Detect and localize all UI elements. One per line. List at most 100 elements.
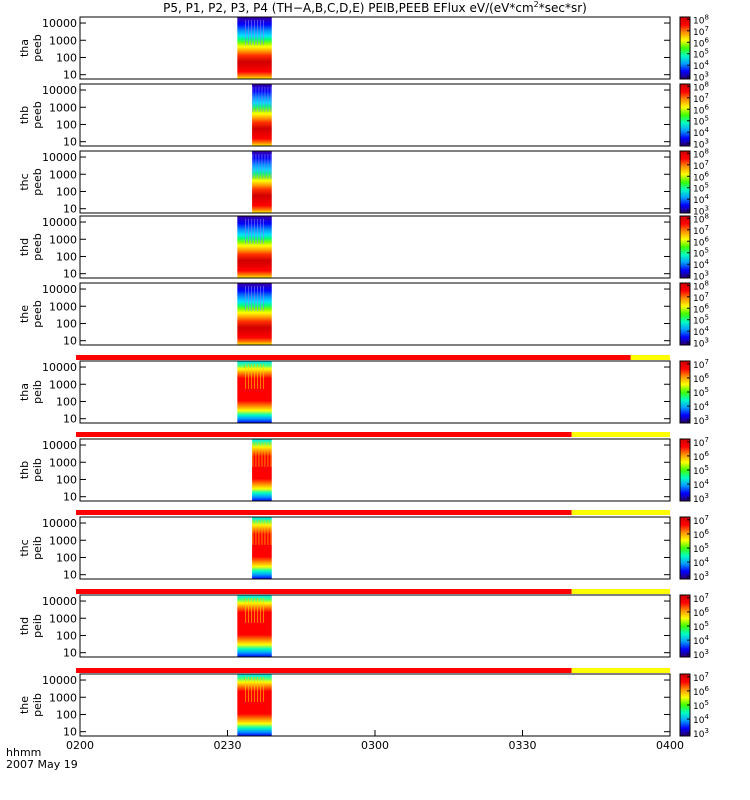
y-tick-label: 100 — [56, 51, 77, 64]
y-tick-label: 10000 — [42, 595, 77, 608]
colorbar-tick-label: 103 — [693, 205, 709, 218]
y-tick-label: 1000 — [49, 300, 77, 313]
colorbar-tick-label: 105 — [693, 620, 709, 633]
colorbar-tick-label: 104 — [693, 126, 709, 139]
colorbar-tick-label: 104 — [693, 713, 709, 726]
panel-frame — [79, 282, 671, 346]
panel-frame — [79, 215, 671, 279]
status-bar-yellow — [571, 510, 670, 515]
colorbar-tick-label: 103 — [693, 71, 709, 84]
colorbar-tick-label: 104 — [693, 556, 709, 569]
y-tick-label: 1000 — [49, 691, 77, 704]
y-axis-label-probe: the — [18, 696, 31, 714]
panel-frame — [79, 438, 671, 502]
colorbar-tick-label: 108 — [693, 212, 709, 225]
status-bar-yellow — [571, 589, 670, 594]
colorbar-tick-label: 105 — [693, 182, 709, 195]
status-bar — [76, 668, 670, 673]
colorbar-tick-label: 105 — [693, 314, 709, 327]
colorbar-tick-label: 107 — [693, 358, 709, 371]
y-tick-label: 10 — [63, 69, 77, 82]
y-axis-label-species: peeb — [31, 168, 44, 196]
x-tick-label: 0300 — [361, 739, 389, 752]
y-tick-label: 1000 — [49, 168, 77, 181]
y-tick-label: 10 — [63, 491, 77, 504]
panel-frame — [79, 360, 671, 424]
y-tick-label: 1000 — [49, 378, 77, 391]
x-axis-label-date: 2007 May 19 — [6, 758, 78, 771]
colorbar-scale — [679, 215, 691, 279]
colorbar-tick-label: 103 — [693, 570, 709, 583]
x-tick-label: 0200 — [66, 739, 94, 752]
y-tick-label: 100 — [56, 317, 77, 330]
y-axis-label-probe: thc — [18, 539, 31, 556]
colorbar-tick-label: 108 — [693, 13, 709, 26]
y-tick-label: 10 — [63, 726, 77, 739]
status-bar-red — [76, 668, 572, 673]
status-bar-yellow — [571, 668, 670, 673]
y-tick-label: 10 — [63, 136, 77, 149]
colorbar-tick-label: 104 — [693, 400, 709, 413]
panel-frame — [79, 594, 671, 658]
colorbar-tick-label: 107 — [693, 592, 709, 605]
y-tick-label: 1000 — [49, 534, 77, 547]
y-tick-label: 100 — [56, 551, 77, 564]
colorbar-tick-label: 105 — [693, 542, 709, 555]
colorbar-tick-label: 104 — [693, 634, 709, 647]
y-axis-label-species: peib — [31, 614, 44, 638]
colorbar-tick-label: 103 — [693, 337, 709, 350]
colorbar-tick-label: 103 — [693, 138, 709, 151]
y-axis-label-species: peib — [31, 693, 44, 717]
colorbar-tick-label: 103 — [693, 414, 709, 427]
y-axis-label-probe: thd — [18, 617, 31, 635]
colorbar-tick-label: 107 — [693, 291, 709, 304]
y-tick-label: 100 — [56, 708, 77, 721]
colorbar-tick-label: 104 — [693, 193, 709, 206]
y-tick-label: 1000 — [49, 233, 77, 246]
y-axis-label-probe: thc — [18, 173, 31, 190]
status-bar-red — [76, 589, 572, 594]
colorbar-tick-label: 104 — [693, 59, 709, 72]
y-axis-label-probe: thd — [18, 238, 31, 256]
y-axis-label-species: peeb — [31, 101, 44, 129]
colorbar-tick-label: 103 — [693, 648, 709, 661]
y-axis-label-probe: tha — [18, 383, 31, 401]
colorbar-tick-label: 105 — [693, 247, 709, 260]
y-axis-label-probe: thb — [18, 106, 31, 124]
status-bar-yellow — [571, 432, 670, 437]
y-tick-label: 100 — [56, 473, 77, 486]
heatmap-block — [252, 517, 272, 579]
y-tick-label: 100 — [56, 250, 77, 263]
heatmap-block — [252, 84, 272, 146]
colorbar-tick-label: 106 — [693, 235, 709, 248]
x-tick-label: 0400 — [656, 739, 684, 752]
panel-frame — [79, 16, 671, 80]
y-axis-label-species: peeb — [31, 34, 44, 62]
x-tick-label: 0330 — [509, 739, 537, 752]
colorbar-tick-label: 106 — [693, 103, 709, 116]
y-axis-label-species: peib — [31, 458, 44, 482]
y-axis-label-probe: thb — [18, 461, 31, 479]
colorbar-tick-label: 107 — [693, 25, 709, 38]
y-tick-label: 100 — [56, 185, 77, 198]
heatmap-block — [252, 439, 272, 501]
y-axis-label-probe: tha — [18, 39, 31, 57]
colorbar-tick-label: 106 — [693, 528, 709, 541]
y-axis-label-probe: the — [18, 305, 31, 323]
y-tick-label: 100 — [56, 395, 77, 408]
